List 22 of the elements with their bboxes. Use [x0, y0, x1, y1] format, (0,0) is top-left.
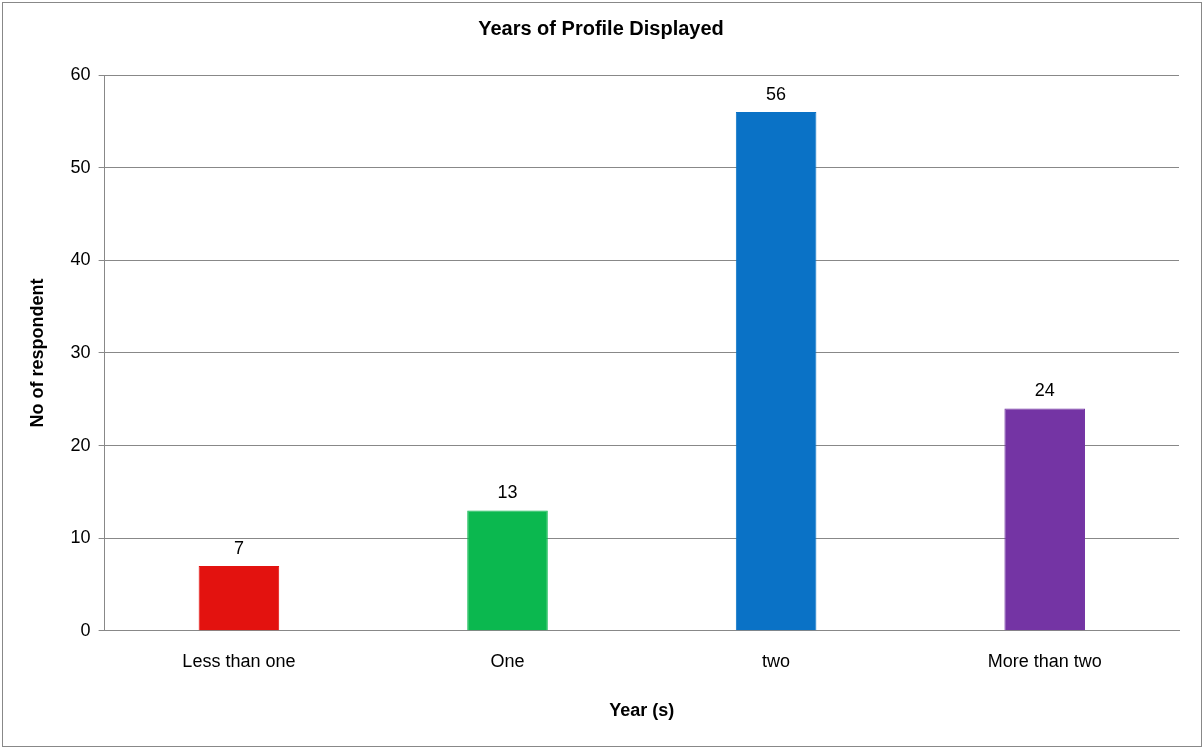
- data-label: 24: [1034, 380, 1055, 401]
- x-tick-label: two: [762, 650, 791, 671]
- bar: [1004, 408, 1085, 631]
- x-tick-label: Less than one: [182, 650, 296, 671]
- chart-title: Years of Profile Displayed: [478, 16, 724, 39]
- data-label: 13: [497, 482, 518, 503]
- x-tick-label: More than two: [987, 650, 1102, 671]
- x-axis-title: Year (s): [609, 700, 675, 721]
- y-tick-label: 40: [70, 249, 91, 270]
- y-axis-title: No of respondent: [26, 278, 47, 428]
- x-tick-label: One: [490, 650, 525, 671]
- y-tick-label: 10: [70, 527, 91, 548]
- data-label: 7: [233, 537, 244, 558]
- bar: [735, 112, 817, 631]
- y-tick-label: 60: [70, 63, 91, 84]
- data-label: 56: [766, 84, 787, 105]
- y-tick-label: 30: [70, 341, 91, 362]
- bar: [467, 510, 548, 631]
- bar: [198, 565, 280, 631]
- y-tick-label: 0: [80, 619, 91, 640]
- y-tick-label: 20: [70, 434, 91, 455]
- y-tick-label: 50: [70, 156, 91, 177]
